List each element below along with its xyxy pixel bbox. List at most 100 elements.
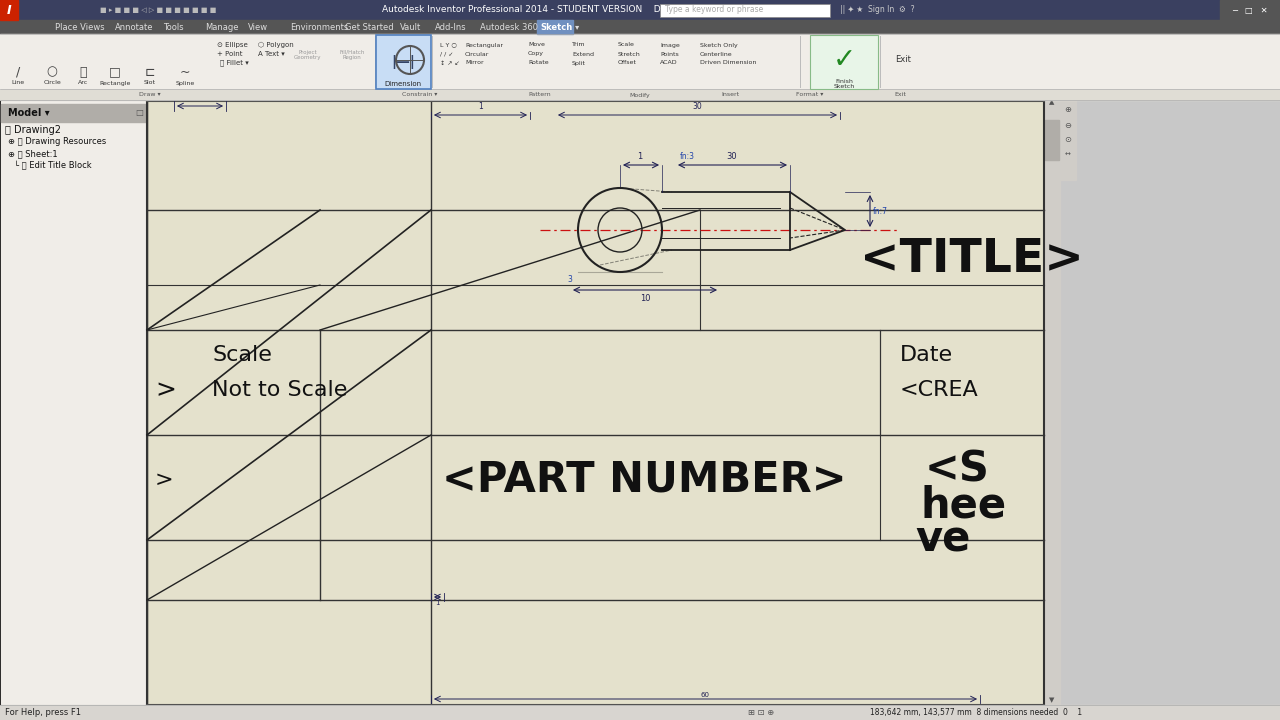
Text: Finish
Sketch: Finish Sketch (833, 78, 855, 89)
Text: Split: Split (572, 60, 586, 66)
Text: ⌒ Fillet ▾: ⌒ Fillet ▾ (220, 60, 248, 66)
Text: Driven Dimension: Driven Dimension (700, 60, 756, 66)
Text: Rotate: Rotate (529, 60, 549, 66)
Text: Centerline: Centerline (700, 52, 732, 56)
Text: ■ ▸ ■ ■ ■ ◁ ▷ ■ ■ ■ ■ ■ ■ ■: ■ ▸ ■ ■ ■ ◁ ▷ ■ ■ ■ ■ ■ ■ ■ (100, 7, 216, 13)
Text: ▼: ▼ (1050, 697, 1055, 703)
Text: ✓: ✓ (832, 46, 855, 74)
Text: Model ▾: Model ▾ (8, 108, 50, 118)
Text: ⌒: ⌒ (79, 66, 87, 78)
Bar (538, 20, 573, 34)
Text: + Point: + Point (218, 51, 242, 57)
Text: Insert: Insert (721, 92, 739, 97)
Text: Draw ▾: Draw ▾ (140, 92, 161, 97)
Text: ⊕ 📁 Drawing Resources: ⊕ 📁 Drawing Resources (8, 138, 106, 146)
Bar (0, 20, 1280, 34)
Text: Offset: Offset (618, 60, 637, 66)
Text: Autodesk Inventor Professional 2014 - STUDENT VERSION    Drawing2: Autodesk Inventor Professional 2014 - ST… (383, 6, 698, 14)
Text: Scale: Scale (618, 42, 635, 48)
Text: Sketch: Sketch (540, 22, 572, 32)
Bar (1, 104, 146, 122)
Text: Sketch Only: Sketch Only (700, 42, 737, 48)
Text: Add-Ins: Add-Ins (435, 22, 467, 32)
Text: Extend: Extend (572, 52, 594, 56)
Text: I: I (6, 4, 12, 17)
Text: Fill/Hatch
Region: Fill/Hatch Region (339, 50, 365, 60)
Text: ▲: ▲ (1050, 99, 1055, 105)
Text: Type a keyword or phrase: Type a keyword or phrase (666, 6, 763, 14)
Text: 183,642 mm, 143,577 mm  8 dimensions needed  0    1: 183,642 mm, 143,577 mm 8 dimensions need… (870, 708, 1082, 717)
Text: 1: 1 (637, 152, 643, 161)
Text: Copy: Copy (529, 52, 544, 56)
Text: Place Views: Place Views (55, 22, 105, 32)
Text: 3: 3 (567, 276, 572, 284)
Text: Slot: Slot (143, 81, 156, 86)
Text: >: > (155, 378, 175, 402)
Text: ⬡ Polygon: ⬡ Polygon (259, 42, 293, 48)
Text: Autodesk 360: Autodesk 360 (480, 22, 538, 32)
Text: □: □ (134, 109, 143, 117)
Text: Line: Line (12, 81, 24, 86)
Text: ⊞ ⊡ ⊕: ⊞ ⊡ ⊕ (748, 708, 774, 717)
Text: Manage: Manage (205, 22, 238, 32)
Text: 1: 1 (435, 600, 439, 606)
Text: /: / (15, 66, 20, 78)
Text: ACAD: ACAD (660, 60, 677, 66)
Text: Rectangle: Rectangle (100, 81, 131, 86)
Text: Rectangular: Rectangular (465, 42, 503, 48)
Bar (1060, 100, 1076, 180)
Text: ─   □   ✕: ─ □ ✕ (1231, 6, 1267, 14)
Text: Modify: Modify (630, 92, 650, 97)
Text: <TITLE>: <TITLE> (860, 238, 1084, 282)
Bar (0, 90, 1280, 100)
Text: ↔: ↔ (1065, 152, 1071, 158)
Text: Get Started: Get Started (346, 22, 394, 32)
Text: ○: ○ (46, 66, 58, 78)
Text: Exit: Exit (893, 92, 906, 97)
Text: Format ▾: Format ▾ (796, 92, 824, 97)
Bar (1044, 120, 1059, 160)
Text: Constrain ▾: Constrain ▾ (402, 92, 438, 97)
Text: Stretch: Stretch (618, 52, 641, 56)
Bar (1, 101, 146, 704)
Text: <PART NUMBER>: <PART NUMBER> (442, 459, 846, 501)
Text: || ✦ ★  Sign In  ⚙  ?: || ✦ ★ Sign In ⚙ ? (840, 6, 915, 14)
Text: Not to Scale: Not to Scale (212, 380, 347, 400)
Text: ~: ~ (179, 66, 191, 78)
Bar (18, 0, 268, 20)
Text: fn:7: fn:7 (873, 207, 888, 215)
Text: Dimension: Dimension (384, 81, 421, 87)
Text: ⊕: ⊕ (1065, 106, 1071, 114)
Text: ▾: ▾ (575, 22, 580, 32)
Bar (0, 34, 1280, 90)
Text: ⊙: ⊙ (1065, 135, 1071, 145)
Text: 🗒 Drawing2: 🗒 Drawing2 (5, 125, 61, 135)
Text: View: View (248, 22, 268, 32)
Text: Annotate: Annotate (115, 22, 154, 32)
Text: Points: Points (660, 52, 678, 56)
Bar (147, 100, 1044, 705)
Text: A Text ▾: A Text ▾ (259, 51, 284, 57)
Text: Mirror: Mirror (465, 60, 484, 66)
Bar (0, 0, 1280, 20)
Text: Image: Image (660, 42, 680, 48)
Text: Circle: Circle (44, 81, 61, 86)
Text: 1: 1 (479, 102, 484, 111)
Text: 60: 60 (700, 692, 709, 698)
Text: L Y ○: L Y ○ (440, 42, 457, 48)
Bar (1220, 0, 1280, 20)
Text: Pattern: Pattern (529, 92, 552, 97)
Text: Vault: Vault (399, 22, 421, 32)
Text: Move: Move (529, 42, 545, 48)
Text: Trim: Trim (572, 42, 585, 48)
Text: <CREA: <CREA (900, 380, 979, 400)
Text: Environments: Environments (291, 22, 348, 32)
Text: ⊕ 🗒 Sheet:1: ⊕ 🗒 Sheet:1 (8, 150, 58, 158)
Text: 30: 30 (727, 152, 737, 161)
Text: Circular: Circular (465, 52, 489, 56)
Text: ⊏: ⊏ (145, 66, 155, 78)
Text: □: □ (109, 66, 120, 78)
Bar (376, 35, 431, 89)
Text: |—|: |—| (392, 55, 415, 69)
Text: For Help, press F1: For Help, press F1 (5, 708, 81, 717)
